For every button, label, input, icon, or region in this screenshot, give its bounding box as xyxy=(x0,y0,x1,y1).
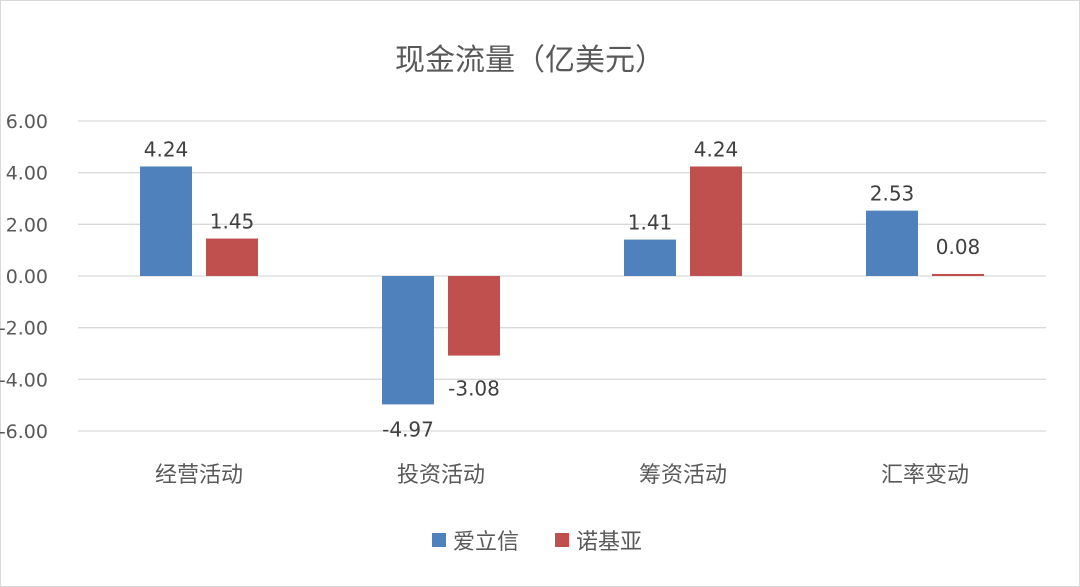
bar-series1 xyxy=(866,210,918,276)
data-label: 2.53 xyxy=(870,182,915,206)
legend-swatch xyxy=(432,533,446,547)
y-tick-label: 4.00 xyxy=(6,163,48,185)
legend-swatch xyxy=(555,533,569,547)
legend-label: 爱立信 xyxy=(453,530,519,555)
data-label: 4.24 xyxy=(694,137,739,161)
bar-series2 xyxy=(932,273,984,276)
legend-label: 诺基亚 xyxy=(576,530,642,555)
y-tick-label: 2.00 xyxy=(6,214,48,236)
legend: 爱立信 诺基亚 xyxy=(432,530,642,555)
data-label: -4.97 xyxy=(382,417,434,441)
data-label: 1.45 xyxy=(210,210,255,234)
bar-series2 xyxy=(448,276,500,356)
category-label: 汇率变动 xyxy=(881,463,969,488)
gridlines xyxy=(78,120,1046,432)
x-axis-categories: 经营活动 投资活动 筹资活动 汇率变动 xyxy=(155,463,969,488)
category-label: 经营活动 xyxy=(155,463,243,488)
category-label: 投资活动 xyxy=(397,463,485,488)
data-label: 1.41 xyxy=(628,211,673,235)
y-tick-label: -2.00 xyxy=(0,318,48,340)
y-tick-label: 0.00 xyxy=(6,266,48,288)
y-tick-label: 6.00 xyxy=(6,111,48,133)
data-label: -3.08 xyxy=(448,377,500,401)
y-axis-ticks: 6.00 4.00 2.00 0.00 -2.00 -4.00 -6.00 xyxy=(0,111,48,443)
category-label: 筹资活动 xyxy=(639,463,727,488)
bar-series2 xyxy=(206,238,258,276)
chart-title: 现金流量（亿美元） xyxy=(395,43,665,78)
data-label: 0.08 xyxy=(936,235,981,259)
bar-series1 xyxy=(382,276,434,405)
bar-series1 xyxy=(624,239,676,276)
data-label: 4.24 xyxy=(144,137,189,161)
bar-series1 xyxy=(140,166,192,276)
bar-series2 xyxy=(690,166,742,276)
data-labels: 4.24 1.45 -4.97 -3.08 1.41 4.24 2.53 0.08 xyxy=(144,137,981,441)
bars xyxy=(140,166,984,405)
y-tick-label: -4.00 xyxy=(0,369,48,391)
y-tick-label: -6.00 xyxy=(0,421,48,443)
